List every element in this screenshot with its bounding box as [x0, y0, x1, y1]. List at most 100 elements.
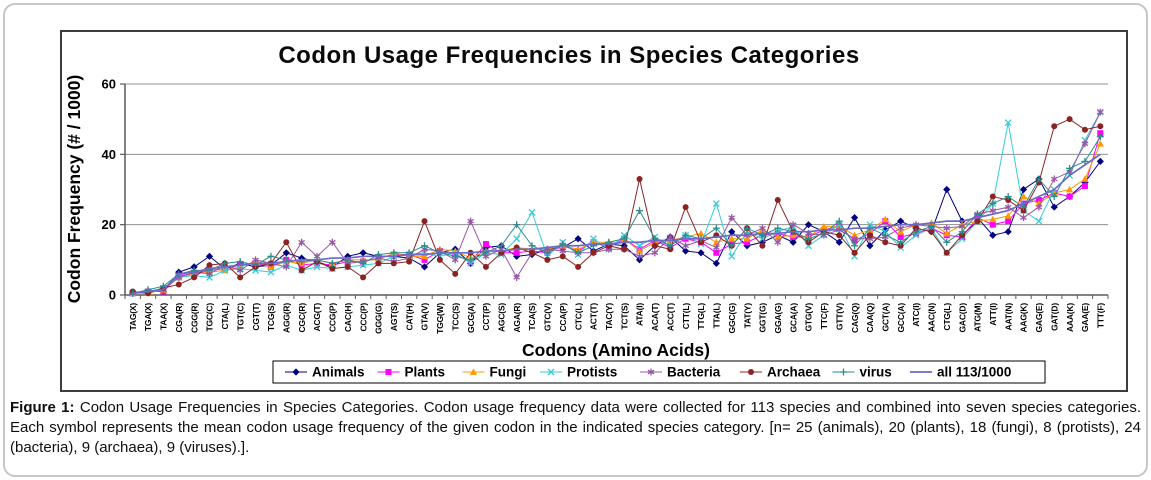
x-category-label: GTG(V) — [804, 303, 814, 332]
x-category-label: CGA(R) — [174, 303, 184, 333]
x-category-label: TGA(X) — [143, 303, 153, 331]
x-category-label: TCA(S) — [527, 303, 537, 331]
x-category-label: TTG(L) — [696, 303, 706, 330]
legend-label: all 113/1000 — [937, 365, 1011, 380]
x-category-label: GGC(G) — [727, 303, 737, 334]
x-category-label: ATC(I) — [911, 303, 921, 327]
x-category-label: CTA(L) — [220, 303, 230, 330]
y-axis-title: Codon Frequency (# / 1000) — [64, 75, 84, 304]
legend-label: Plants — [405, 365, 446, 380]
x-category-label: GAC(D) — [957, 303, 967, 333]
figure-caption: Figure 1: Codon Usage Frequencies in Spe… — [10, 398, 1141, 458]
x-category-label: ACC(T) — [665, 303, 675, 331]
x-category-label: CCT(P) — [481, 303, 491, 331]
x-category-label: CTC(L) — [573, 303, 583, 330]
x-category-label: GAA(E) — [1080, 303, 1090, 332]
x-category-label: CGT(T) — [251, 303, 261, 331]
x-category-label: TGG(W) — [435, 303, 445, 334]
y-tick-label: 40 — [102, 147, 116, 162]
x-category-label: TAC(Y) — [604, 303, 614, 330]
x-category-label: GTC(V) — [543, 303, 553, 331]
figure-caption-label: Figure 1: — [10, 399, 75, 416]
x-category-label: GGA(G) — [773, 303, 783, 334]
x-category-label: CAG(Q) — [850, 303, 860, 333]
x-category-label: ACT(T) — [589, 303, 599, 330]
x-axis-title: Codons (Amino Acids) — [522, 340, 710, 360]
legend: Animals Plants Fungi Protists Bacteria Archae… — [272, 360, 1046, 384]
x-category-label: ATT(I) — [988, 303, 998, 326]
x-category-label: TTT(F) — [1096, 303, 1106, 329]
legend-label: virus — [860, 365, 892, 380]
codon-usage-chart: 0 20 40 60 TAG(X) TGA(X) TAA(X) CGA(R) CGG(R) TGC… — [64, 42, 1109, 384]
x-category-label: GGG(G) — [374, 303, 384, 334]
series-line-virus — [132, 136, 1101, 294]
legend-label: Archaea — [767, 365, 821, 380]
series-plants — [129, 130, 1104, 297]
series-virus — [129, 133, 1104, 297]
legend-item-bacteria: Bacteria — [640, 365, 721, 380]
x-category-label: CAT(H) — [404, 303, 414, 331]
series-line-fungi — [132, 143, 1101, 294]
x-category-label: GAG(E) — [1034, 303, 1044, 333]
y-tick-label: 20 — [102, 217, 116, 232]
x-category-label: GCC(A) — [896, 303, 906, 333]
x-category-label: GCG(A) — [466, 303, 476, 333]
legend-label: Bacteria — [667, 365, 721, 380]
x-category-label: CTG(L) — [942, 303, 952, 331]
x-category-label: CAA(Q) — [865, 303, 875, 333]
x-category-label: GCA(A) — [788, 303, 798, 333]
x-category-label: TAG(X) — [128, 303, 138, 331]
x-category-label: GGT(G) — [758, 303, 768, 333]
x-category-label: TTC(F) — [819, 303, 829, 330]
chart-box: 0 20 40 60 TAG(X) TGA(X) TAA(X) CGA(R) CGG(R) TGC… — [60, 30, 1128, 392]
y-tick-label: 60 — [102, 77, 116, 92]
legend-item-archaea: Archaea — [740, 365, 821, 380]
x-category-label: GTA(V) — [420, 303, 430, 331]
legend-label: Animals — [312, 365, 365, 380]
series-protists — [129, 108, 1104, 297]
x-category-label: GAT(D) — [1049, 303, 1059, 331]
series-all-113-1000 — [132, 153, 1101, 295]
x-category-label: TAT(Y) — [742, 303, 752, 329]
series-line-archaea — [132, 118, 1101, 294]
x-category-label: ACG(T) — [312, 303, 322, 332]
legend-item-plants: Plants — [377, 365, 446, 380]
legend-item-protists: Protists — [540, 365, 617, 380]
x-category-label: CAC(H) — [343, 303, 353, 332]
series-line-protists — [132, 111, 1101, 294]
x-category-label: AAA(K) — [1065, 303, 1075, 332]
legend-item-virus: virus — [832, 365, 892, 380]
x-category-label: CCA(P) — [558, 303, 568, 332]
legend-label: Protists — [567, 365, 617, 380]
x-category-label: CGG(R) — [189, 303, 199, 333]
figure-caption-text: Codon Usage Frequencies in Species Categ… — [10, 399, 1142, 456]
x-category-label: AAC(N) — [927, 303, 937, 332]
series-line-bacteria — [132, 111, 1101, 294]
x-category-label: TCC(S) — [450, 303, 460, 331]
x-category-label: GCT(A) — [880, 303, 890, 332]
x-category-label: TAA(X) — [159, 303, 169, 330]
x-category-label: TGT(C) — [235, 303, 245, 331]
legend-item-fungi: Fungi — [462, 365, 527, 380]
x-category-label: TTA(L) — [712, 303, 722, 329]
x-category-label: ATG(M) — [973, 303, 983, 332]
x-category-label: TCG(S) — [266, 303, 276, 331]
legend-item-animals: Animals — [285, 365, 365, 380]
y-tick-label: 0 — [109, 288, 116, 303]
x-category-label: ACA(T) — [650, 303, 660, 331]
legend-label: Fungi — [490, 365, 527, 380]
legend-item-all-113-1000: all 113/1000 — [910, 365, 1011, 380]
x-category-label: AGT(S) — [389, 303, 399, 331]
series-line-all-113-1000 — [132, 153, 1101, 295]
x-category-label: TGC(C) — [205, 303, 215, 332]
chart-title: Codon Usage Frequencies in Species Categ… — [278, 42, 859, 69]
series-archaea — [129, 116, 1104, 297]
x-category-label: AAT(N) — [1003, 303, 1013, 331]
x-category-label: AGG(R) — [281, 303, 291, 333]
series-fungi — [129, 140, 1104, 297]
x-category-label: CCC(P) — [358, 303, 368, 332]
x-category-label: AAG(K) — [1019, 303, 1029, 333]
x-category-label: CCG(P) — [328, 303, 338, 332]
x-category-label: ATA(I) — [635, 303, 645, 326]
